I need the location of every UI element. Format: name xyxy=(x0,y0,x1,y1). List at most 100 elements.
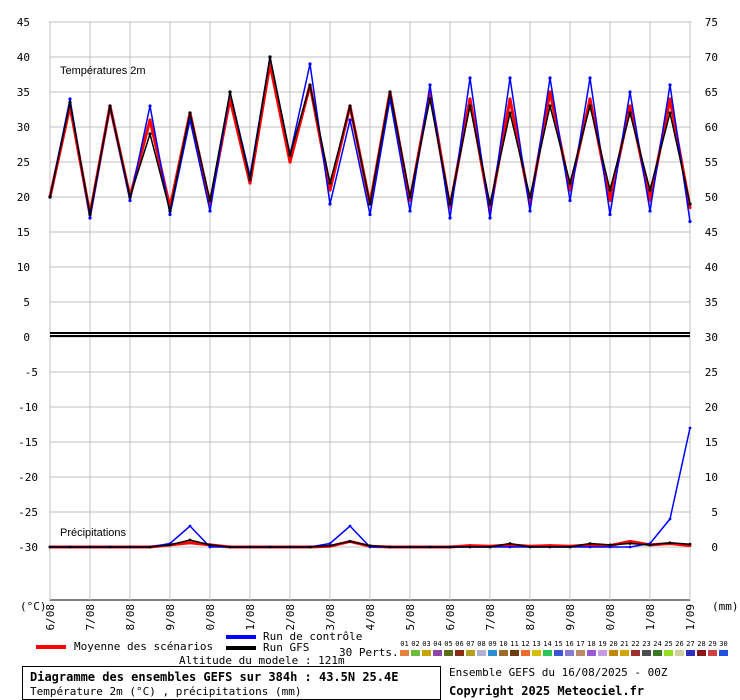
temperature-point xyxy=(368,212,372,217)
temperature-panel-label: Températures 2m xyxy=(60,65,146,77)
control-legend-label: Run de contrôle xyxy=(263,630,363,643)
perturbation-legend-item: 06 xyxy=(454,640,465,658)
precipitation-point xyxy=(408,545,412,549)
temperature-point xyxy=(428,97,432,101)
control-legend-swatch xyxy=(226,635,256,639)
temperature-point xyxy=(628,90,632,94)
temperature-point xyxy=(668,83,672,87)
temperature-point xyxy=(628,111,632,115)
y-right-tick-label: 60 xyxy=(705,121,718,134)
precipitation-point xyxy=(528,545,532,549)
temperature-point xyxy=(328,181,332,185)
temperature-point xyxy=(208,209,212,213)
temperature-point xyxy=(608,198,612,203)
perturbation-number: 16 xyxy=(565,640,574,648)
perturbation-number: 04 xyxy=(433,640,442,648)
temperature-point xyxy=(488,202,492,206)
temperature-point xyxy=(568,198,572,203)
perturbation-swatch xyxy=(488,650,497,656)
temperature-point xyxy=(408,209,412,213)
temperature-point xyxy=(128,195,132,199)
temperature-point xyxy=(548,90,552,94)
x-tick-label: 01/09 xyxy=(684,604,697,630)
x-tick-label: 20/08 xyxy=(204,604,217,630)
perturbation-number: 26 xyxy=(675,640,684,648)
precipitation-point xyxy=(168,543,172,547)
perturbation-legend-item: 22 xyxy=(630,640,641,658)
perturbation-number: 11 xyxy=(510,640,519,648)
perturbation-swatch xyxy=(697,650,706,656)
temperature-point xyxy=(48,195,52,199)
temperature-point xyxy=(648,209,652,213)
y-left-tick-label: 0 xyxy=(23,331,30,344)
mean-legend-swatch xyxy=(36,645,66,649)
temperature-point xyxy=(588,104,592,108)
precipitation-point xyxy=(108,545,112,549)
temperature-point xyxy=(588,76,592,80)
temperature-point xyxy=(588,97,592,101)
precipitation-point xyxy=(208,543,212,547)
x-tick-label: 19/08 xyxy=(164,604,177,630)
chart-subtitle: Température 2m (°C) , précipitations (mm… xyxy=(30,685,302,698)
temperature-point xyxy=(528,209,532,213)
temperature-point xyxy=(268,55,272,59)
temperature-point xyxy=(468,76,472,80)
y-right-tick-label: 55 xyxy=(705,156,718,169)
temperature-point xyxy=(148,104,152,108)
x-tick-label: 21/08 xyxy=(244,604,257,630)
run-label: Ensemble GEFS du 16/08/2025 - 00Z xyxy=(449,666,668,679)
copyright: Copyright 2025 Meteociel.fr xyxy=(449,684,645,698)
perturbation-swatch xyxy=(411,650,420,656)
x-tick-label: 23/08 xyxy=(324,604,337,630)
temperature-point xyxy=(468,97,472,101)
perturbation-legend-item: 07 xyxy=(465,640,476,658)
precipitation-point xyxy=(288,545,292,549)
precipitation-point xyxy=(588,545,592,549)
precipitation-point xyxy=(188,524,192,528)
x-tick-label: 16/08 xyxy=(44,604,57,630)
info-box: Diagramme des ensembles GEFS sur 384h : … xyxy=(22,666,441,700)
temperature-point xyxy=(208,198,212,203)
y-right-tick-label: 0 xyxy=(711,541,718,554)
perturbation-legend-item: 28 xyxy=(696,640,707,658)
temperature-point xyxy=(448,216,452,220)
temperature-point xyxy=(668,97,672,101)
perturbation-legend-item: 21 xyxy=(619,640,630,658)
perturbation-swatch xyxy=(565,650,574,656)
y-right-tick-label: 10 xyxy=(705,471,718,484)
y-left-tick-label: -25 xyxy=(18,506,38,519)
perturbation-swatch xyxy=(686,650,695,656)
perturbation-number: 13 xyxy=(532,640,541,648)
precipitation-point xyxy=(348,524,352,528)
x-tick-label: 17/08 xyxy=(84,604,97,630)
temperature-point xyxy=(168,212,172,217)
temperature-point xyxy=(228,90,232,94)
perturbation-swatch xyxy=(642,650,651,656)
y-left-tick-label: 40 xyxy=(17,51,30,64)
y-left-tick-label: 10 xyxy=(17,261,30,274)
x-unit-left: (°C) xyxy=(20,600,47,613)
x-tick-label: 27/08 xyxy=(484,604,497,630)
x-tick-label: 28/08 xyxy=(524,604,537,630)
chart-title: Diagramme des ensembles GEFS sur 384h : … xyxy=(30,670,399,684)
mean-legend-label: Moyenne des scénarios xyxy=(74,640,214,653)
y-left-tick-label: 5 xyxy=(23,296,30,309)
perturbation-legend-item: 25 xyxy=(663,640,674,658)
temperature-point xyxy=(568,188,572,192)
perturbation-legend-item: 09 xyxy=(487,640,498,658)
precipitation-point xyxy=(568,545,572,549)
precipitation-point xyxy=(508,545,512,549)
precipitation-point xyxy=(348,540,352,543)
temperature-point xyxy=(668,111,672,115)
perturbation-legend: 01 02 03 04 05 06 07 08 09 10 11 12 13 14 15 16 17 18 19 20… xyxy=(399,640,739,660)
temperature-point xyxy=(88,216,92,220)
temperature-point xyxy=(288,160,292,164)
y-right-tick-label: 40 xyxy=(705,261,718,274)
precipitation-panel-label: Précipitations xyxy=(60,527,127,539)
temperature-point xyxy=(448,202,452,206)
y-right-tick-label: 70 xyxy=(705,51,718,64)
perturbation-swatch xyxy=(554,650,563,656)
perturbation-legend-item: 17 xyxy=(575,640,586,658)
perturbation-legend-item: 02 xyxy=(410,640,421,658)
